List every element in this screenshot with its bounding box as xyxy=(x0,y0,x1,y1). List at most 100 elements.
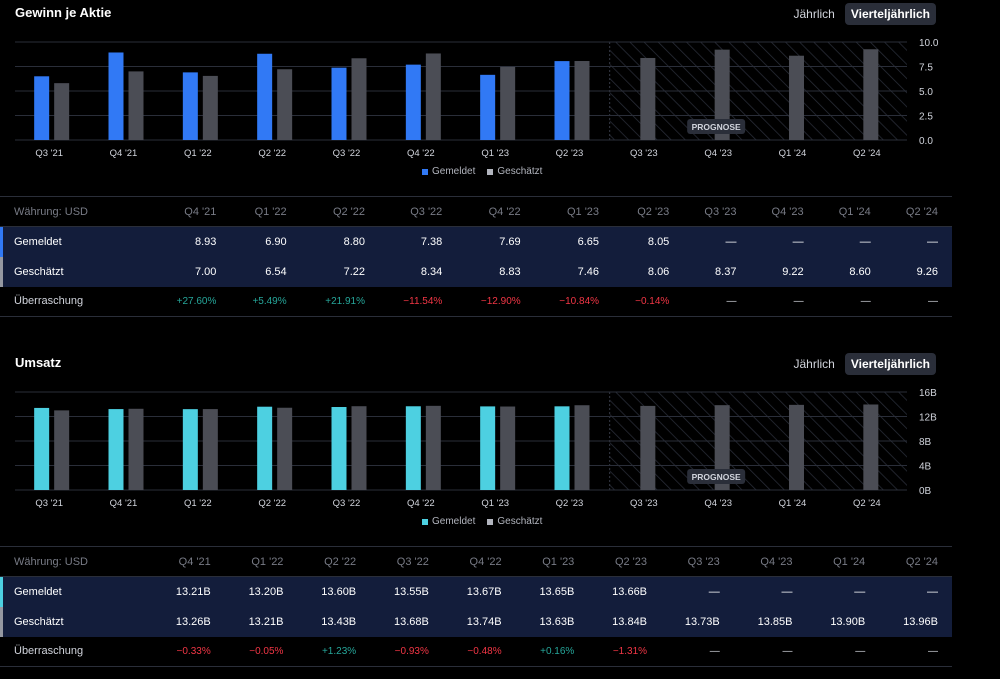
bar-reported[interactable] xyxy=(331,407,347,490)
table-cell: 13.43B xyxy=(297,606,371,637)
bar-reported[interactable] xyxy=(405,64,421,140)
y-tick-label: 16B xyxy=(919,388,937,399)
column-header: Q3 '23 xyxy=(683,196,751,227)
quarterly-button[interactable]: Vierteljährlich xyxy=(844,3,936,25)
bar-estimated[interactable] xyxy=(574,405,590,490)
eps-chart: 10.0 7.5 5.0 2.5 0.0 Q3 '21 Q4 '21 Q1 '22 Q2 '22… xyxy=(15,38,939,159)
table-cell: 13.26B xyxy=(152,606,225,637)
bar-reported[interactable] xyxy=(34,407,50,490)
table-cell: 9.22 xyxy=(750,256,818,287)
annual-button[interactable]: Jährlich xyxy=(793,357,835,371)
bar-reported[interactable] xyxy=(554,61,570,140)
bar-reported[interactable] xyxy=(108,409,124,490)
bar-estimated[interactable] xyxy=(640,405,656,490)
bar-estimated[interactable] xyxy=(574,61,590,140)
column-header: Q1 '22 xyxy=(230,196,301,227)
x-tick-label: Q4 '22 xyxy=(407,498,435,509)
x-tick-label: Q2 '24 xyxy=(853,498,881,509)
column-header: Q4 '21 xyxy=(152,546,225,577)
bar-reported[interactable] xyxy=(257,406,273,490)
x-tick-label: Q3 '22 xyxy=(333,148,361,159)
bar-reported[interactable] xyxy=(34,76,50,140)
table-cell: — xyxy=(817,286,885,317)
table-cell: −0.14% xyxy=(613,286,684,317)
bar-estimated[interactable] xyxy=(863,49,879,140)
table-cell: 13.73B xyxy=(661,606,734,637)
table-row: Überraschung −0.33% −0.05% +1.23% −0.93% −0.4… xyxy=(0,636,952,667)
row-label: Geschätzt xyxy=(0,606,152,637)
bar-reported[interactable] xyxy=(405,406,421,490)
bar-estimated[interactable] xyxy=(128,71,144,140)
y-tick-label: 4B xyxy=(919,462,932,473)
bar-estimated[interactable] xyxy=(500,406,516,490)
bar-estimated[interactable] xyxy=(277,69,293,140)
table-cell: 8.06 xyxy=(613,256,684,287)
bar-estimated[interactable] xyxy=(54,410,70,490)
table-cell: 13.21B xyxy=(224,606,298,637)
table-cell: −0.93% xyxy=(370,636,443,667)
bar-estimated[interactable] xyxy=(202,409,218,490)
bar-estimated[interactable] xyxy=(128,408,144,490)
table-cell: — xyxy=(817,226,885,257)
annual-button[interactable]: Jährlich xyxy=(793,7,835,21)
table-cell: — xyxy=(733,636,807,667)
x-tick-label: Q2 '23 xyxy=(556,498,584,509)
y-tick-label: 5.0 xyxy=(919,87,933,98)
bar-estimated[interactable] xyxy=(789,55,804,140)
bar-reported[interactable] xyxy=(331,67,347,140)
x-tick-label: Q3 '22 xyxy=(333,498,361,509)
x-tick-label: Q1 '23 xyxy=(481,148,509,159)
revenue-chart: 16B 12B 8B 4B 0B Q3 '21 Q4 '21 Q1 '22 Q2 '22 Q3 '… xyxy=(15,388,937,509)
y-tick-label: 2.5 xyxy=(919,112,933,123)
chart-legend: Gemeldet Geschätzt xyxy=(422,516,542,527)
bar-reported[interactable] xyxy=(480,74,496,140)
y-tick-label: 0B xyxy=(919,486,932,497)
table-cell: 8.80 xyxy=(300,226,380,257)
bar-reported[interactable] xyxy=(108,52,124,140)
bar-estimated[interactable] xyxy=(202,75,218,140)
bar-estimated[interactable] xyxy=(54,83,70,140)
bar-estimated[interactable] xyxy=(789,404,804,490)
column-header: Q1 '24 xyxy=(806,546,880,577)
bar-reported[interactable] xyxy=(554,406,570,490)
table-cell: 8.37 xyxy=(683,256,751,287)
bar-reported[interactable] xyxy=(480,406,496,490)
x-tick-label: Q1 '22 xyxy=(184,148,212,159)
bar-reported[interactable] xyxy=(182,409,198,490)
table-cell: 7.22 xyxy=(300,256,380,287)
svg-text:PROGNOSE: PROGNOSE xyxy=(692,122,741,132)
table-row: Gemeldet 8.93 6.90 8.80 7.38 7.69 6.65 8.05— — — — xyxy=(0,226,952,257)
bar-estimated[interactable] xyxy=(863,404,879,490)
bar-estimated[interactable] xyxy=(640,57,656,140)
table-cell: 6.54 xyxy=(230,256,301,287)
bar-reported[interactable] xyxy=(182,72,198,140)
chart-legend: Gemeldet Geschätzt xyxy=(422,166,542,177)
row-label: Überraschung xyxy=(0,286,152,317)
bar-estimated[interactable] xyxy=(714,49,730,141)
table-cell: 13.90B xyxy=(806,606,880,637)
row-label: Gemeldet xyxy=(0,226,152,257)
bar-estimated[interactable] xyxy=(351,406,367,490)
table-cell: 13.63B xyxy=(515,606,589,637)
bar-estimated[interactable] xyxy=(351,58,367,140)
table-cell: −0.33% xyxy=(152,636,225,667)
table-cell: +1.23% xyxy=(297,636,371,667)
bar-estimated[interactable] xyxy=(277,407,293,490)
column-header: Q2 '24 xyxy=(884,196,952,227)
table-cell: 13.68B xyxy=(370,606,443,637)
table-cell: 7.46 xyxy=(534,256,614,287)
bar-estimated[interactable] xyxy=(714,405,730,490)
table-cell: 13.85B xyxy=(733,606,807,637)
table-cell: −10.84% xyxy=(534,286,614,317)
table-cell: +27.60% xyxy=(152,286,231,317)
column-header: Q4 '21 xyxy=(152,196,231,227)
bar-reported[interactable] xyxy=(257,53,273,140)
bar-estimated[interactable] xyxy=(425,53,441,140)
table-cell: 13.65B xyxy=(515,576,589,607)
quarterly-button[interactable]: Vierteljährlich xyxy=(844,353,936,375)
bar-estimated[interactable] xyxy=(425,405,441,490)
x-tick-label: Q1 '24 xyxy=(779,148,807,159)
y-tick-label: 7.5 xyxy=(919,63,933,74)
bar-estimated[interactable] xyxy=(500,66,516,140)
table-cell: 13.60B xyxy=(297,576,371,607)
